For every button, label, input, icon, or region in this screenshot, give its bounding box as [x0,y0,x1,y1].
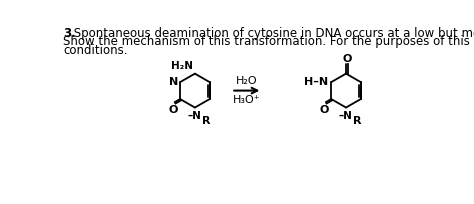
Text: O: O [319,104,329,114]
Text: H₃O⁺: H₃O⁺ [233,95,261,105]
Text: R: R [202,116,210,126]
Text: N: N [169,77,178,87]
Text: O: O [342,54,351,64]
Text: H₂N: H₂N [171,61,192,70]
Text: 3.: 3. [63,27,76,40]
Text: Show the mechanism of this transformation. For the purposes of this mechanism, a: Show the mechanism of this transformatio… [63,35,474,48]
Text: R: R [353,116,362,126]
Text: O: O [168,104,178,114]
Text: Spontaneous deamination of cytosine in DNA occurs at a low but measurable freque: Spontaneous deamination of cytosine in D… [70,27,474,40]
Text: –N: –N [338,110,352,120]
Text: conditions.: conditions. [63,44,128,57]
Text: –N: –N [187,110,201,120]
Text: H₂O: H₂O [236,76,257,86]
Text: H–N: H–N [304,77,328,87]
